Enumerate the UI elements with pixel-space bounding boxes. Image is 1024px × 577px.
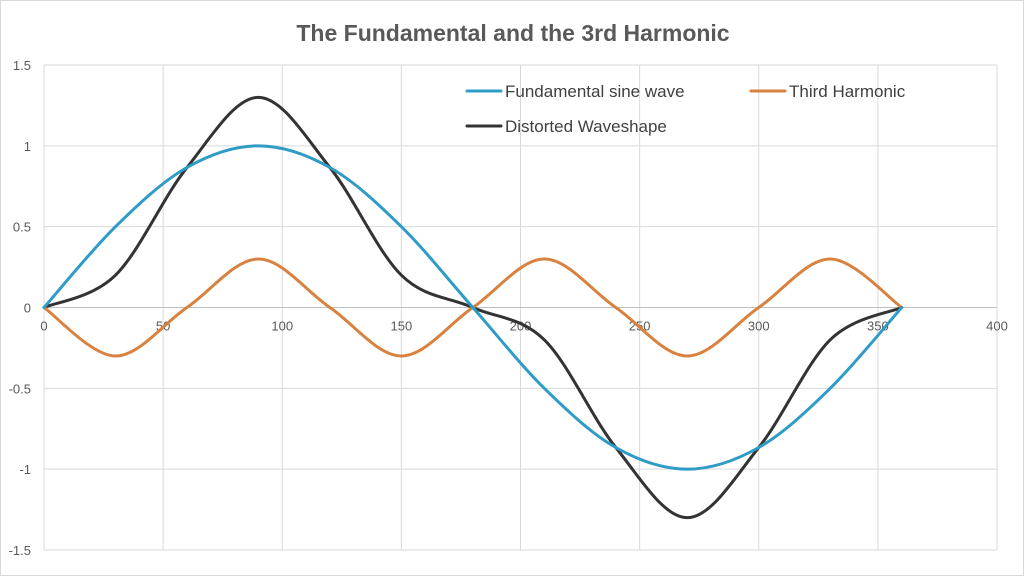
- data-point-third-harmonic: [614, 306, 618, 310]
- x-tick-label: 300: [748, 319, 770, 334]
- legend-label-fundamental-sine-wave: Fundamental sine wave: [505, 82, 685, 101]
- data-point-fundamental-sine-wave: [614, 446, 618, 450]
- legend-label-distorted-waveshape: Distorted Waveshape: [505, 117, 667, 136]
- data-point-distorted-waveshape: [542, 338, 546, 342]
- y-tick-label: -1.5: [9, 543, 31, 558]
- y-tick-label: -0.5: [9, 381, 31, 396]
- data-point-distorted-waveshape: [828, 338, 832, 342]
- data-point-third-harmonic: [113, 354, 117, 358]
- data-point-fundamental-sine-wave: [328, 165, 332, 169]
- data-point-third-harmonic: [685, 354, 689, 358]
- data-point-third-harmonic: [328, 306, 332, 310]
- chart-title: The Fundamental and the 3rd Harmonic: [296, 20, 729, 46]
- x-tick-label: 100: [271, 319, 293, 334]
- y-tick-label: 1.5: [13, 58, 31, 73]
- data-point-fundamental-sine-wave: [256, 144, 260, 148]
- data-point-fundamental-sine-wave: [471, 306, 475, 310]
- series-line-fundamental-sine-wave: [42, 144, 904, 471]
- data-point-fundamental-sine-wave: [42, 306, 46, 310]
- x-tick-label: 150: [391, 319, 413, 334]
- data-point-fundamental-sine-wave: [399, 225, 403, 229]
- data-point-fundamental-sine-wave: [113, 225, 117, 229]
- data-point-third-harmonic: [542, 257, 546, 261]
- data-point-distorted-waveshape: [685, 516, 689, 520]
- x-tick-label: 400: [986, 319, 1008, 334]
- data-point-fundamental-sine-wave: [900, 306, 904, 310]
- data-point-distorted-waveshape: [256, 95, 260, 99]
- legend-label-third-harmonic: Third Harmonic: [789, 82, 906, 101]
- data-point-third-harmonic: [828, 257, 832, 261]
- series-layer: [42, 95, 904, 520]
- data-point-distorted-waveshape: [113, 273, 117, 277]
- y-tick-label: -1: [19, 462, 31, 477]
- data-point-third-harmonic: [256, 257, 260, 261]
- data-point-third-harmonic: [399, 354, 403, 358]
- data-point-fundamental-sine-wave: [685, 467, 689, 471]
- data-point-fundamental-sine-wave: [757, 446, 761, 450]
- x-tick-label: 0: [40, 319, 47, 334]
- data-point-fundamental-sine-wave: [542, 386, 546, 390]
- data-point-third-harmonic: [185, 306, 189, 310]
- data-point-fundamental-sine-wave: [185, 165, 189, 169]
- legend: Fundamental sine wave Third Harmonic Disto…: [465, 82, 906, 136]
- y-tick-label: 1: [24, 139, 31, 154]
- data-point-fundamental-sine-wave: [828, 386, 832, 390]
- data-point-third-harmonic: [757, 306, 761, 310]
- y-tick-label: 0: [24, 301, 31, 316]
- data-point-distorted-waveshape: [399, 273, 403, 277]
- y-tick-label: 0.5: [13, 220, 31, 235]
